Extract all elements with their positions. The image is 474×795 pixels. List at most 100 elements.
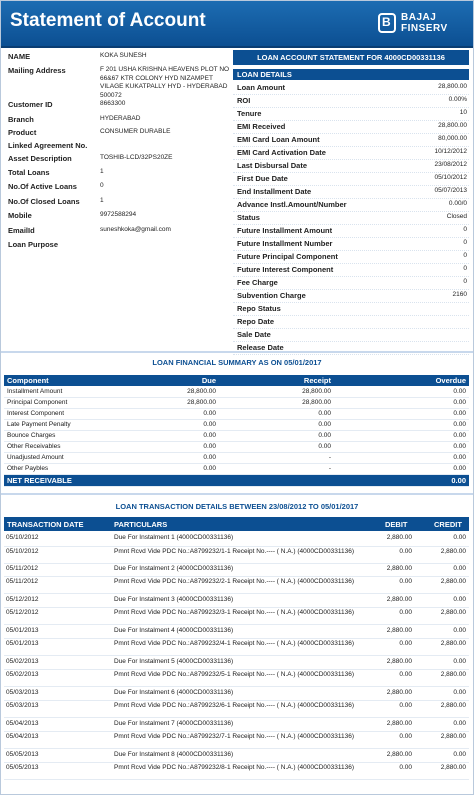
table-cell: Bounce Charges (4, 430, 154, 442)
transaction-debit: 0.00 (399, 733, 412, 740)
column-header: Due (154, 375, 219, 386)
table-cell: 0.00 (334, 463, 469, 475)
loan-detail-value: Closed (446, 213, 467, 220)
loan-detail-value: 05/10/2012 (434, 174, 467, 181)
transaction-debit: 2,880.00 (386, 534, 412, 541)
net-receivable-row: NET RECEIVABLE 0.00 (4, 474, 469, 487)
loan-detail-value: 0 (463, 278, 467, 285)
column-header: Component (4, 375, 154, 386)
customer-label: No.Of Closed Loans (8, 197, 80, 206)
transaction-date: 05/11/2012 (6, 578, 39, 585)
transaction-credit: 0.00 (453, 565, 466, 572)
transaction-credit: 0.00 (453, 689, 466, 696)
customer-label: NAME (8, 52, 31, 61)
transaction-row: 05/01/2013 Due For Instalment 4 (4000CD00… (4, 626, 469, 639)
transaction-date: 05/03/2013 (6, 702, 39, 709)
table-cell: 28,800.00 (219, 397, 334, 409)
table-row: Interest Component 0.00 0.00 0.00 (4, 408, 469, 420)
transaction-date: 05/12/2012 (6, 609, 39, 616)
transaction-date: 05/04/2013 (6, 720, 39, 727)
table-cell: 0.00 (334, 397, 469, 409)
transaction-debit: 2,880.00 (386, 596, 412, 603)
transaction-credit: 0.00 (453, 751, 466, 758)
transaction-credit: 0.00 (453, 534, 466, 541)
loan-detail-row: Last Disbursal Date 23/08/2012 (233, 160, 469, 173)
transaction-details-title: LOAN TRANSACTION DETAILS BETWEEN 23/08/2… (115, 502, 359, 511)
transaction-row: 05/12/2012 Pmnt Rcvd Vide PDC No.:A879923… (4, 608, 469, 625)
transaction-row: 05/11/2012 Pmnt Rcvd Vide PDC No.:A879923… (4, 577, 469, 594)
column-header: Overdue (334, 375, 469, 386)
page-title: Statement of Account (10, 10, 206, 31)
loan-detail-label: Future Interest Component (237, 265, 334, 274)
transaction-row: 05/05/2013 Due For Instalment 8 (4000CD00… (4, 750, 469, 763)
transaction-date: 05/11/2012 (6, 565, 39, 572)
table-row: Late Payment Penalty 0.00 0.00 0.00 (4, 419, 469, 431)
statement-header: Statement of Account BAJAJ FINSERV (0, 0, 474, 48)
loan-detail-row: Sale Date (233, 329, 469, 342)
table-cell: 0.00 (154, 463, 219, 475)
loan-detail-row: Loan Amount 28,800.00 (233, 82, 469, 95)
customer-label: Product (8, 128, 37, 137)
transaction-debit: 0.00 (399, 671, 412, 678)
loan-detail-row: Status Closed (233, 212, 469, 225)
loan-detail-label: ROI (237, 96, 251, 105)
transaction-debit: 2,880.00 (386, 627, 412, 634)
loan-detail-row: Future Installment Number 0 (233, 238, 469, 251)
table-row: Other Receivables 0.00 0.00 0.00 (4, 441, 469, 453)
transaction-date: 05/05/2013 (6, 751, 39, 758)
loan-detail-value: 10/12/2012 (434, 148, 467, 155)
customer-label: Branch (8, 115, 34, 124)
column-header: PARTICULARS (114, 520, 168, 529)
transaction-row: 05/02/2013 Pmnt Rcvd Vide PDC No.:A879923… (4, 670, 469, 687)
transaction-credit: 2,880.00 (440, 702, 466, 709)
transaction-row: 05/05/2013 Pmnt Rcvd Vide PDC No.:A879923… (4, 763, 469, 780)
table-row: Other Paybles 0.00-0.00 (4, 463, 469, 475)
transaction-particulars: Pmnt Rcvd Vide PDC No.:A8799232/8-1 Rece… (114, 764, 355, 771)
loan-detail-value: 23/08/2012 (434, 161, 467, 168)
table-row: Bounce Charges 0.00 0.00 0.00 (4, 430, 469, 442)
transaction-particulars: Pmnt Rcvd Vide PDC No.:A8799232/2-1 Rece… (114, 578, 355, 585)
transaction-particulars: Pmnt Rcvd Vide PDC No.:A8799232/1-1 Rece… (114, 548, 355, 555)
transaction-credit: 2,880.00 (440, 578, 466, 585)
table-cell: 0.00 (334, 452, 469, 464)
table-cell: Late Payment Penalty (4, 419, 154, 431)
transaction-particulars: Due For Instalment 2 (4000CD00331136) (114, 565, 234, 572)
loan-detail-value: 0.00% (448, 96, 467, 103)
transaction-particulars: Pmnt Rcvd Vide PDC No.:A8799232/6-1 Rece… (114, 702, 355, 709)
transaction-credit: 2,880.00 (440, 764, 466, 771)
customer-value: suneshkoka@gmail.com (100, 226, 171, 233)
transaction-particulars: Pmnt Rcvd Vide PDC No.:A8799232/5-1 Rece… (114, 671, 355, 678)
customer-value: F 201 USHA KRISHNA HEAVENS PLOT NO 66&67… (100, 66, 230, 99)
loan-detail-row: First Due Date 05/10/2012 (233, 173, 469, 186)
loan-detail-row: Future Principal Component 0 (233, 251, 469, 264)
loan-detail-label: Last Disbursal Date (237, 161, 308, 170)
transaction-debit: 0.00 (399, 702, 412, 709)
table-cell: 28,800.00 (154, 386, 219, 398)
loan-detail-label: Sale Date (237, 330, 271, 339)
transaction-date: 05/02/2013 (6, 671, 39, 678)
customer-label: Linked Agreement No. (8, 141, 88, 150)
transaction-row: 05/11/2012 Due For Instalment 2 (4000CD00… (4, 564, 469, 577)
loan-detail-label: EMI Card Loan Amount (237, 135, 320, 144)
transaction-date: 05/12/2012 (6, 596, 39, 603)
section-divider (0, 351, 474, 353)
transaction-particulars: Due For Instalment 4 (4000CD00331136) (114, 627, 234, 634)
loan-detail-row: Subvention Charge 2160 (233, 290, 469, 303)
transaction-credit: 2,880.00 (440, 548, 466, 555)
loan-detail-row: EMI Card Loan Amount 80,000.00 (233, 134, 469, 147)
table-row: Principal Component 28,800.00 28,800.00 0.0… (4, 397, 469, 409)
customer-value: 1 (100, 168, 104, 175)
transaction-date: 05/10/2012 (6, 548, 39, 555)
transaction-date: 05/05/2013 (6, 764, 39, 771)
loan-detail-label: Subvention Charge (237, 291, 306, 300)
transaction-particulars: Pmnt Rcvd Vide PDC No.:A8799232/7-1 Rece… (114, 733, 355, 740)
table-cell: 0.00 (154, 430, 219, 442)
net-receivable-value: 0.00 (334, 474, 469, 487)
customer-value: HYDERABAD (100, 115, 141, 122)
loan-detail-row: EMI Received 28,800.00 (233, 121, 469, 134)
loan-detail-label: Status (237, 213, 260, 222)
table-cell: Principal Component (4, 397, 154, 409)
section-divider (0, 493, 474, 495)
transaction-row: 05/10/2012 Due For Instalment 1 (4000CD00… (4, 533, 469, 547)
column-header: Receipt (219, 375, 334, 386)
